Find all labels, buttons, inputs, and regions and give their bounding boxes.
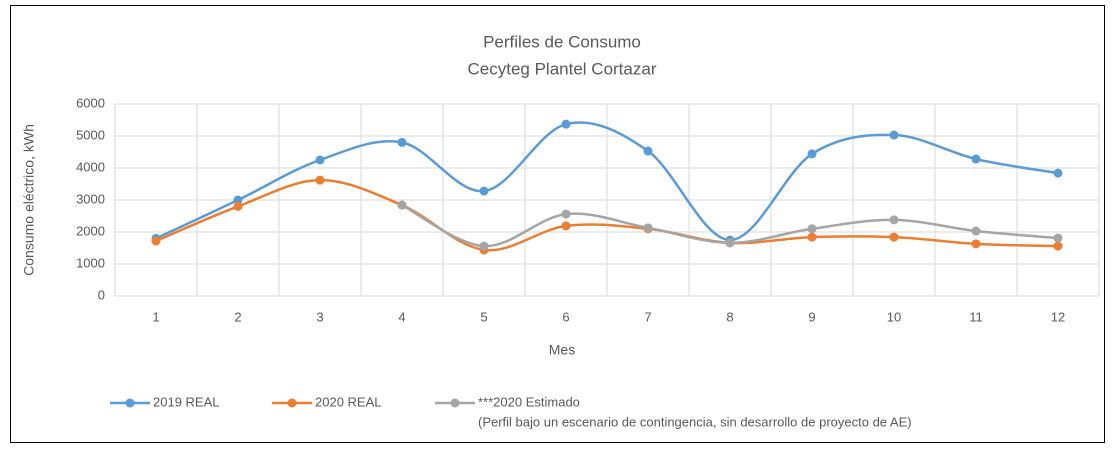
point xyxy=(397,200,407,210)
legend-note: (Perfil bajo un escenario de contingenci… xyxy=(478,414,912,429)
point xyxy=(151,236,161,246)
point xyxy=(561,209,571,219)
legend-marker xyxy=(125,398,135,408)
y-tick-label: 3000 xyxy=(76,191,105,206)
series-line xyxy=(155,178,1059,252)
y-tick-label: 6000 xyxy=(76,95,105,110)
x-tick-label: 8 xyxy=(726,309,733,324)
point xyxy=(971,226,981,236)
y-tick-label: 4000 xyxy=(76,159,105,174)
x-tick-label: 2 xyxy=(234,309,241,324)
legend-label: 2020 REAL xyxy=(315,394,382,409)
x-tick-label: 9 xyxy=(808,309,815,324)
chart-title: Perfiles de Consumo xyxy=(483,32,641,51)
point xyxy=(1053,241,1063,251)
point xyxy=(807,224,817,234)
legend-marker xyxy=(450,398,460,408)
y-tick-label: 0 xyxy=(98,287,105,302)
point xyxy=(971,239,981,249)
point xyxy=(561,119,571,129)
point xyxy=(397,137,407,147)
y-axis-label: Consumo eléctrico, kWh xyxy=(21,124,37,276)
point xyxy=(315,155,325,165)
point xyxy=(561,221,571,231)
point xyxy=(889,215,899,225)
y-tick-label: 5000 xyxy=(76,127,105,142)
legend-label: ***2020 Estimado xyxy=(478,394,580,409)
point xyxy=(971,154,981,164)
y-tick-label: 1000 xyxy=(76,255,105,270)
x-tick-label: 7 xyxy=(644,309,651,324)
chart-subtitle: Cecyteg Plantel Cortazar xyxy=(468,59,657,78)
x-tick-label: 1 xyxy=(152,309,159,324)
point xyxy=(725,238,735,248)
point xyxy=(233,201,243,211)
x-tick-label: 11 xyxy=(969,309,983,324)
point xyxy=(1053,168,1063,178)
legend-label: 2019 REAL xyxy=(153,394,220,409)
y-tick-label: 2000 xyxy=(76,223,105,238)
point xyxy=(807,232,817,242)
point xyxy=(233,195,243,205)
x-tick-label: 10 xyxy=(887,309,901,324)
x-tick-label: 5 xyxy=(480,309,487,324)
point xyxy=(1053,233,1063,243)
point xyxy=(807,149,817,159)
point xyxy=(315,175,325,185)
point xyxy=(479,186,489,196)
legend-marker xyxy=(287,398,297,408)
x-tick-label: 12 xyxy=(1051,309,1065,324)
point xyxy=(479,241,489,251)
point xyxy=(889,130,899,140)
point xyxy=(643,223,653,233)
x-tick-label: 3 xyxy=(316,309,323,324)
x-axis-label: Mes xyxy=(549,342,575,358)
x-tick-label: 6 xyxy=(562,309,569,324)
x-tick-label: 4 xyxy=(398,309,405,324)
point xyxy=(643,146,653,156)
point xyxy=(889,232,899,242)
